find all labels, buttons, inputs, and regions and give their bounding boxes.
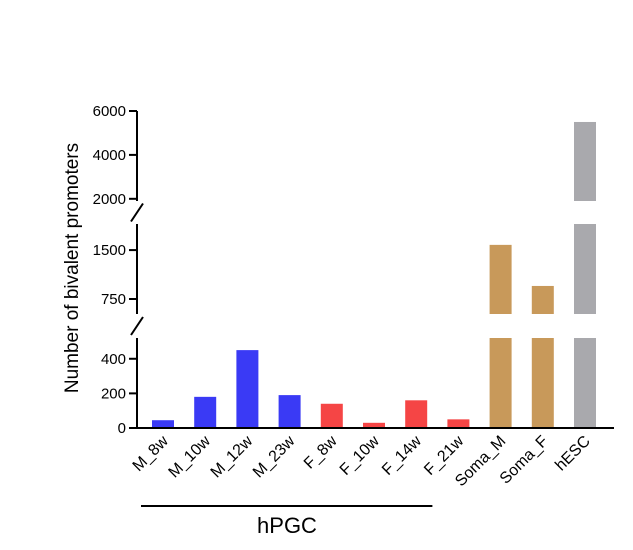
bar-soma-f bbox=[531, 285, 554, 314]
bar-soma-m bbox=[489, 338, 512, 428]
bar-hesc bbox=[574, 224, 596, 314]
y-tick-label: 400 bbox=[101, 351, 126, 368]
bar-f-14w bbox=[405, 400, 428, 428]
bar-hesc bbox=[574, 121, 596, 201]
bar-f-21w bbox=[447, 419, 470, 428]
y-tick-label: 2000 bbox=[93, 191, 126, 208]
y-axis-label: Number of bivalent promoters bbox=[62, 143, 83, 393]
y-tick-label: 200 bbox=[101, 385, 126, 402]
y-tick-label: 750 bbox=[101, 291, 126, 308]
hpgc-group-label: hPGC bbox=[257, 513, 317, 538]
x-tick-label: F_14w bbox=[379, 432, 425, 478]
y-tick-label: 6000 bbox=[93, 103, 126, 120]
bar-soma-m bbox=[489, 244, 512, 314]
y-tick-label: 0 bbox=[118, 420, 126, 437]
axis-break-mark bbox=[130, 202, 144, 223]
bar-m-12w bbox=[236, 350, 259, 428]
bar-m-8w bbox=[152, 420, 174, 428]
x-tick-label: hESC bbox=[552, 433, 594, 475]
bar-m-23w bbox=[278, 395, 301, 428]
y-tick-label: 4000 bbox=[93, 147, 126, 164]
x-tick-label: F_8w bbox=[301, 432, 341, 472]
bars bbox=[152, 121, 596, 428]
bar-hesc bbox=[574, 338, 596, 428]
x-tick-label: M_23w bbox=[250, 432, 299, 481]
x-tick-label: M_12w bbox=[208, 432, 257, 481]
axis-break-mark bbox=[130, 316, 144, 336]
bar-f-8w bbox=[320, 403, 343, 428]
x-tick-label: M_10w bbox=[166, 432, 215, 481]
y-tick-label: 1500 bbox=[93, 242, 126, 259]
y-axis: 0 200 400 750 1500 2000 4000 6000 bbox=[93, 103, 144, 437]
x-tick-label: F_10w bbox=[337, 432, 383, 478]
bar-m-10w bbox=[194, 396, 217, 428]
bar-soma-f bbox=[531, 338, 554, 428]
bar-f-10w bbox=[363, 422, 385, 428]
